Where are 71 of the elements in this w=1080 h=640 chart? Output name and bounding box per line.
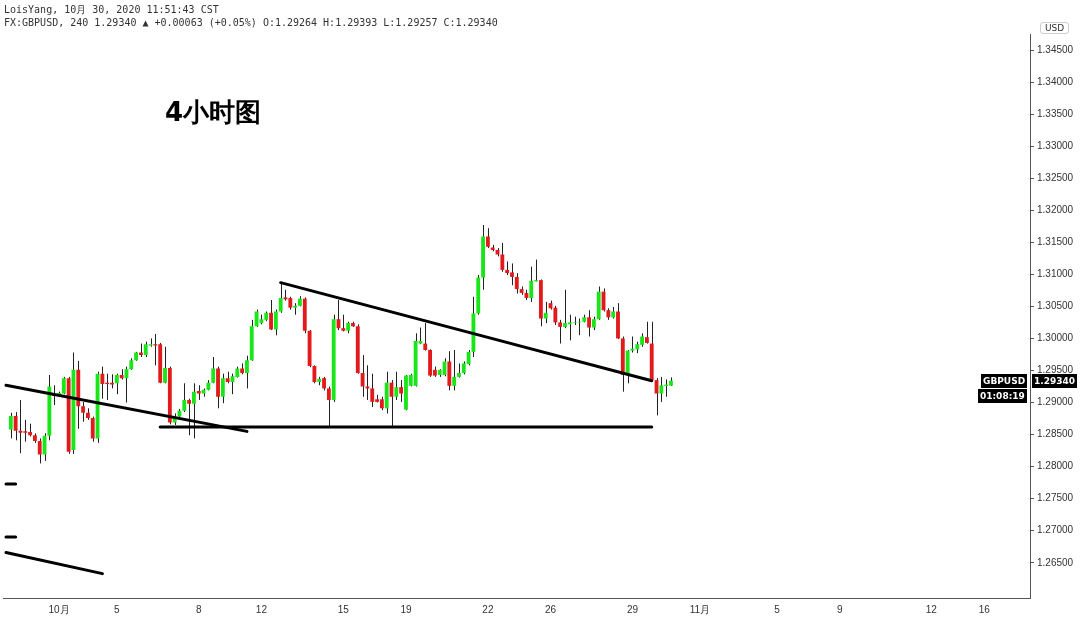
- candlestick: [245, 355, 249, 389]
- y-tick-label: 1.28000: [1037, 460, 1074, 472]
- annotation: 01:08:19: [978, 388, 1027, 403]
- chart-subtitle: FX:GBPUSD, 240 1.29340 ▲ +0.00063 (+0.05%) O:1.29264 H:1.29393 L:1.29257 C:1.29340: [4, 17, 498, 28]
- y-tick-label: 1.33000: [1037, 139, 1074, 151]
- y-tick-label: 1.29500: [1037, 364, 1074, 376]
- candlestick: [163, 346, 167, 384]
- candlestick: [278, 282, 283, 314]
- candlestick: [182, 382, 187, 413]
- candlestick: [543, 301, 548, 324]
- y-tick-label: 1.31500: [1037, 236, 1074, 248]
- y-tick-label: 1.31000: [1037, 268, 1074, 280]
- candlestick: [529, 266, 534, 303]
- x-tick-label: 11月: [689, 603, 711, 615]
- candlestick: [644, 321, 649, 345]
- candlestick: [394, 371, 399, 401]
- candlestick: [220, 373, 225, 404]
- text: LoisYang, 10月 30, 2020 11:51:43 CST: [4, 3, 219, 17]
- candlestick: [81, 401, 86, 423]
- x-tick-label: 5: [114, 603, 121, 615]
- candlestick: [558, 319, 563, 345]
- candlestick: [326, 386, 331, 427]
- candlestick: [273, 309, 278, 336]
- x-tick-label: 5: [774, 603, 781, 615]
- y-tick-label: 1.30000: [1037, 332, 1074, 344]
- x-tick-label: 12: [925, 603, 938, 615]
- candlestick: [23, 419, 28, 443]
- candlestick: [192, 382, 196, 439]
- annotation: GBPUSD: [981, 373, 1028, 388]
- text: 4小时图: [165, 96, 262, 129]
- x-tick-label: 8: [195, 603, 202, 615]
- y-tick-label: 1.29000: [1037, 396, 1074, 408]
- candlestick: [485, 227, 490, 249]
- y-tick-label: 1.34500: [1037, 43, 1074, 55]
- candlestick: [187, 398, 192, 436]
- y-tick-label: 1.28500: [1037, 428, 1074, 440]
- candlestick: [8, 412, 13, 439]
- text: 1.29340: [1032, 373, 1077, 388]
- candlestick: [553, 305, 558, 326]
- y-tick-label: 1.32000: [1037, 204, 1074, 215]
- candlestick: [370, 373, 375, 408]
- candlestick: [269, 299, 273, 331]
- candlestick: [37, 437, 42, 464]
- candlestick: [13, 411, 18, 441]
- candlestick: [514, 272, 519, 295]
- candlestick: [211, 356, 216, 384]
- x-tick-label: 26: [544, 603, 557, 615]
- x-tick-label: 15: [337, 603, 350, 615]
- x-tick-label: 22: [482, 603, 494, 615]
- candlestick: [399, 379, 404, 403]
- y-tick-label: 1.26500: [1037, 556, 1074, 568]
- x-tick-label: 29: [626, 603, 639, 615]
- candlestick: [659, 376, 664, 403]
- x-tick-label: 19: [400, 603, 412, 615]
- y-tick-label: 1.27000: [1037, 524, 1074, 536]
- y-axis-title: USD: [1040, 22, 1070, 34]
- candlestick: [423, 322, 428, 352]
- y-tick-label: 1.34000: [1037, 75, 1074, 87]
- y-tick-label: 1.32500: [1037, 171, 1074, 183]
- x-tick-label: 12: [255, 603, 268, 615]
- y-tick-label: 1.33500: [1037, 107, 1074, 119]
- candlestick: [100, 366, 105, 400]
- x-tick-label: 9: [836, 603, 843, 615]
- candlestick: [90, 416, 95, 443]
- candlestick: [360, 354, 365, 398]
- candlestick: [452, 349, 457, 391]
- candlestick: [587, 309, 592, 338]
- x-tick-label: 16: [978, 603, 991, 615]
- y-tick-label: 1.30500: [1037, 300, 1074, 312]
- x-tick-label: 10月: [48, 603, 70, 615]
- y-tick-label: 1.27500: [1037, 492, 1074, 504]
